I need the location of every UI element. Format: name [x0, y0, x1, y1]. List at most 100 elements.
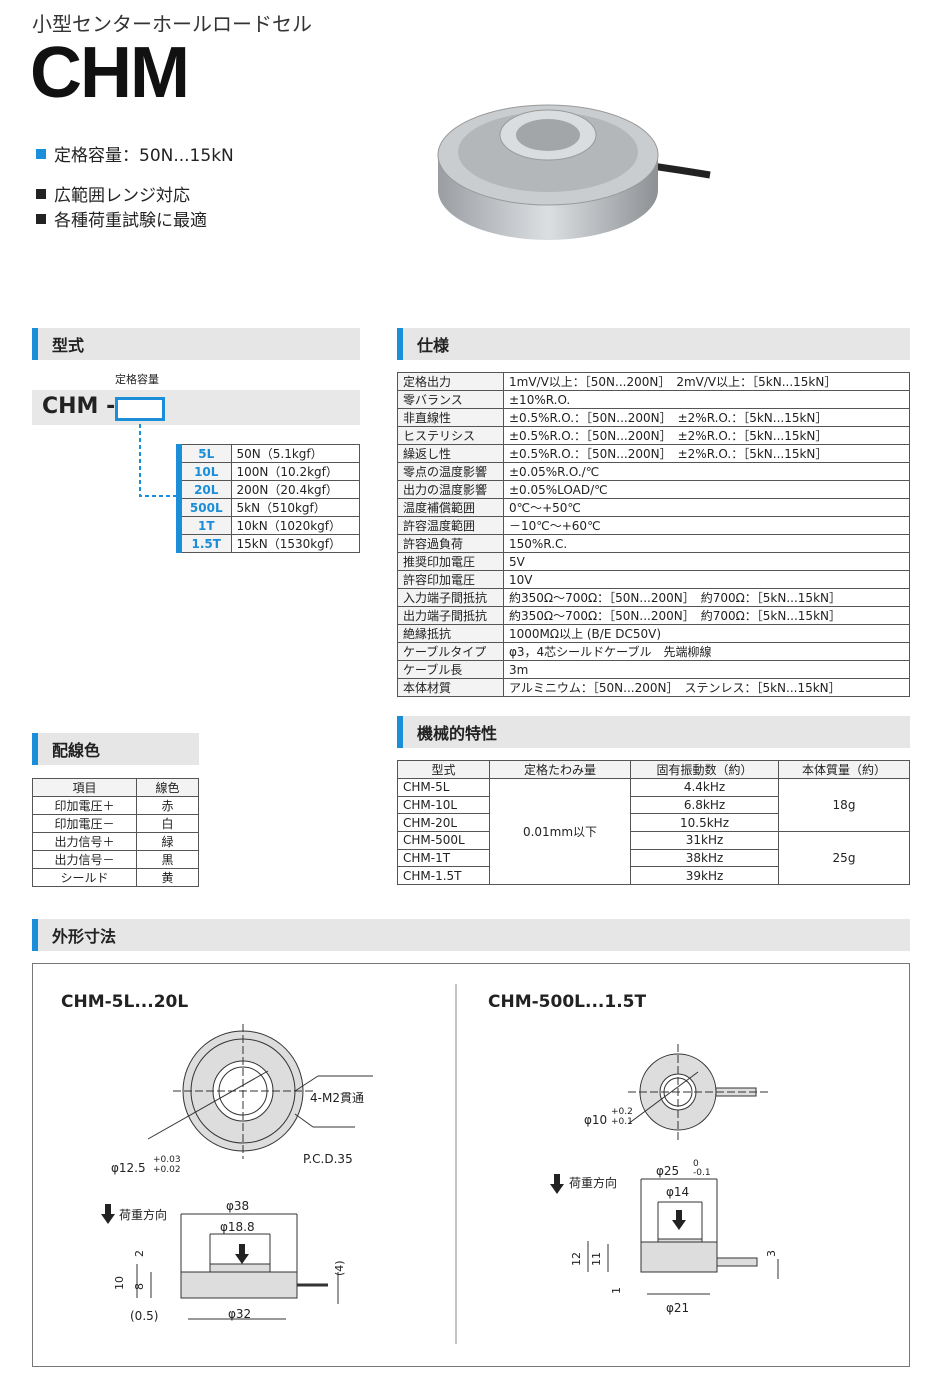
cell-spec-name: 温度補償範囲 — [397, 498, 504, 517]
table-row: 1T 10kN（1020kgf） — [176, 516, 360, 535]
cell-spec-value: 約350Ω～700Ω：［50N...200N］ 約700Ω：［5kN...15k… — [503, 588, 910, 607]
cell-color: 白 — [136, 814, 199, 833]
square-bullet-icon — [36, 188, 46, 199]
cell-item: 印加電圧＋ — [32, 796, 137, 815]
cell-item: シールド — [32, 868, 137, 887]
cell-spec-value: 約350Ω～700Ω：［50N...200N］ 約700Ω：［5kN...15k… — [503, 606, 910, 625]
model-capacity-table: 5L 50N（5.1kgf） 10L 100N（10.2kgf） 20L 200N（20.… — [176, 444, 360, 553]
cell-capacity: 200N（20.4kgf） — [230, 480, 360, 499]
cell-spec-value: アルミニウム：［50N...200N］ ステンレス：［5kN...15kN］ — [503, 678, 910, 697]
col-header: 定格たわみ量 — [489, 760, 631, 779]
label-bore: φ12.5 — [111, 1161, 146, 1175]
table-row: 出力信号＋緑 — [32, 832, 199, 851]
cell-model: CHM-5L — [397, 778, 490, 797]
table-row: ケーブルタイプ φ3，4芯シールドケーブル 先端柳線 — [397, 642, 910, 661]
cell-capacity: 15kN（1530kgf） — [230, 534, 360, 553]
col-header: 項目 — [32, 778, 137, 797]
cell-color: 緑 — [136, 832, 199, 851]
cell-color: 黄 — [136, 868, 199, 887]
label-h8: 8 — [133, 1283, 146, 1290]
cell-spec-value: 1000MΩ以上 (B/E DC50V) — [503, 624, 910, 643]
cell-code: 1T — [176, 516, 232, 535]
label-d25-tol-up: 0 — [693, 1159, 699, 1169]
wiring-table: 項目 線色 印加電圧＋赤印加電圧－白出力信号＋緑出力信号－黒シールド黄 — [32, 778, 199, 887]
cell-spec-value: φ3，4芯シールドケーブル 先端柳線 — [503, 642, 910, 661]
side-view-left — [136, 1213, 339, 1320]
product-subtitle: 小型センターホールロードセル — [32, 12, 312, 36]
load-arrow-icon — [101, 1204, 115, 1224]
drawing-title-right: CHM-500L...1.5T — [488, 992, 646, 1012]
cell-freq: 6.8kHz — [630, 795, 779, 815]
table-row: 繰返し性 ±0.5%R.O.：［50N...200N］ ±2%R.O.：［5kN.… — [397, 444, 910, 463]
cell-color: 黒 — [136, 850, 199, 869]
cell-model: CHM-1.5T — [397, 866, 490, 886]
table-row: 本体材質 アルミニウム：［50N...200N］ ステンレス：［5kN...15k… — [397, 678, 910, 697]
cell-code: 1.5T — [176, 534, 232, 553]
table-row: CHM-10L 6.8kHz — [397, 795, 910, 815]
feature-text: 定格容量：50N...15kN — [54, 146, 234, 166]
label-h11: 11 — [590, 1252, 603, 1266]
table-row: 入力端子間抵抗 約350Ω～700Ω：［50N...200N］ 約700Ω：［5k… — [397, 588, 910, 607]
col-header: 型式 — [397, 760, 490, 779]
table-row: CHM-20L 10.5kHz — [397, 813, 910, 833]
cell-freq: 10.5kHz — [630, 813, 779, 833]
load-arrow-icon — [550, 1174, 564, 1194]
cell-spec-name: 絶縁抵抗 — [397, 624, 504, 643]
cell-spec-name: 許容印加電圧 — [397, 570, 504, 589]
label-h05: (0.5) — [130, 1309, 158, 1323]
cell-spec-value: 150%R.C. — [503, 534, 910, 553]
cell-spec-name: 出力端子間抵抗 — [397, 606, 504, 625]
cell-spec-name: ヒステリシス — [397, 426, 504, 445]
cell-spec-name: 定格出力 — [397, 372, 504, 391]
label-d32: φ32 — [228, 1307, 251, 1321]
cell-spec-name: 非直線性 — [397, 408, 504, 427]
feature-text: 広範囲レンジ対応 — [54, 186, 190, 206]
table-row: 許容印加電圧 10V — [397, 570, 910, 589]
cell-model: CHM-10L — [397, 795, 490, 815]
section-header-spec: 仕様 — [397, 328, 910, 360]
cell-spec-value: 10V — [503, 570, 910, 589]
cell-spec-value: 3m — [503, 660, 910, 679]
cell-freq: 39kHz — [630, 866, 779, 886]
cell-spec-name: 許容温度範囲 — [397, 516, 504, 535]
table-row: 許容過負荷 150%R.C. — [397, 534, 910, 553]
model-prefix: CHM - — [42, 394, 116, 419]
cell-spec-name: 出力の温度影響 — [397, 480, 504, 499]
table-row: 印加電圧＋赤 — [32, 796, 199, 815]
table-row: シールド黄 — [32, 868, 199, 887]
mechanical-table: 型式 定格たわみ量 固有振動数（約） 本体質量（約） CHM-5L 0.01mm以… — [397, 760, 910, 886]
table-row: 5L 50N（5.1kgf） — [176, 444, 360, 463]
feature-text: 各種荷重試験に最適 — [54, 211, 207, 231]
section-header-model: 型式 — [32, 328, 360, 360]
label-bore-tol-lo: +0.02 — [153, 1165, 181, 1175]
label-d38: φ38 — [226, 1199, 249, 1213]
section-header-dimensions: 外形寸法 — [32, 919, 910, 951]
square-bullet-icon — [36, 213, 46, 224]
side-view-right — [587, 1178, 779, 1295]
top-view-right — [627, 1044, 768, 1142]
feature-item: 各種荷重試験に最適 — [36, 206, 207, 231]
cell-deflection: 0.01mm以下 — [489, 777, 631, 886]
cell-color: 赤 — [136, 796, 199, 815]
label-load-direction-right: 荷重方向 — [569, 1175, 617, 1190]
table-row: ヒステリシス ±0.5%R.O.：［50N...200N］ ±2%R.O.：［5k… — [397, 426, 910, 445]
feature-item: 広範囲レンジ対応 — [36, 181, 190, 206]
label-h1: 1 — [610, 1287, 623, 1294]
cell-spec-name: 推奨印加電圧 — [397, 552, 504, 571]
cell-spec-name: 本体材質 — [397, 678, 504, 697]
label-pcd: P.C.D.35 — [303, 1152, 353, 1166]
table-row: 絶縁抵抗 1000MΩ以上 (B/E DC50V) — [397, 624, 910, 643]
cell-freq: 38kHz — [630, 848, 779, 868]
table-row: 10L 100N（10.2kgf） — [176, 462, 360, 481]
cell-spec-name: ケーブルタイプ — [397, 642, 504, 661]
model-code-band: CHM - — [32, 390, 360, 425]
cell-item: 出力信号－ — [32, 850, 137, 869]
label-d14: φ14 — [666, 1185, 689, 1199]
label-load-direction: 荷重方向 — [119, 1207, 167, 1222]
label-h4: (4) — [333, 1260, 346, 1276]
label-bore-tol-lo-right: +0.1 — [611, 1117, 633, 1127]
table-row: CHM-500L 31kHz 25g — [397, 831, 910, 886]
cell-spec-name: 零点の温度影響 — [397, 462, 504, 481]
cell-spec-value: 1mV/V以上：［50N...200N］ 2mV/V以上：［5kN...15kN… — [503, 372, 910, 391]
cell-mass: 18g — [778, 777, 910, 833]
